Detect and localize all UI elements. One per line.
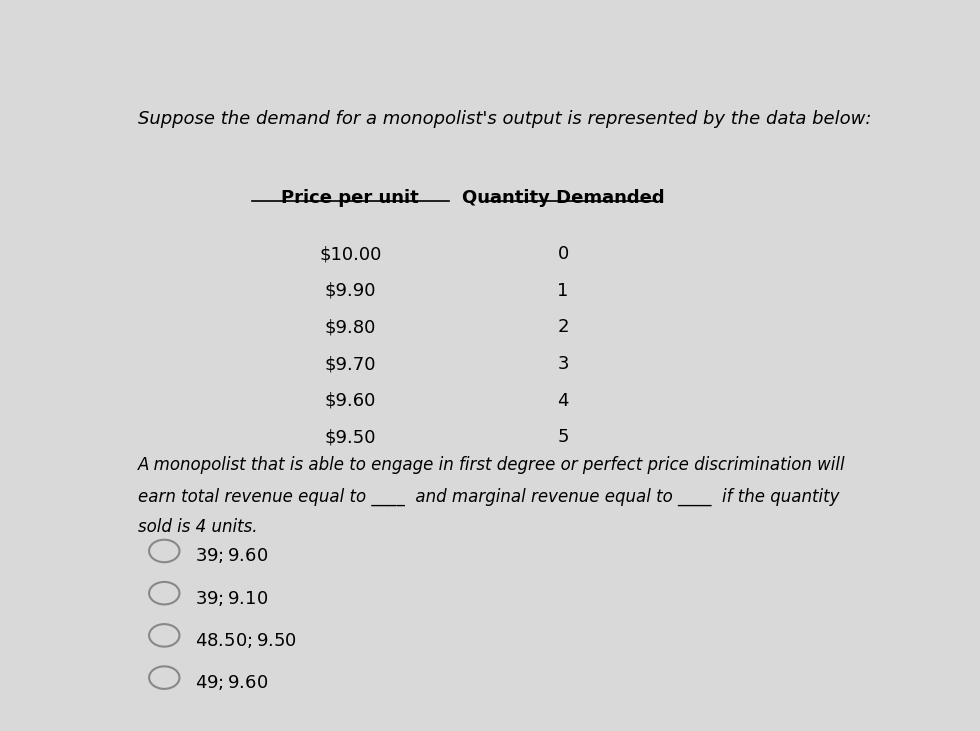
Text: $9.70: $9.70	[324, 355, 376, 373]
Text: 3: 3	[558, 355, 568, 373]
Text: $9.60: $9.60	[324, 392, 376, 409]
Text: Suppose the demand for a monopolist's output is represented by the data below:: Suppose the demand for a monopolist's ou…	[137, 110, 871, 128]
Text: $9.80: $9.80	[324, 319, 376, 336]
Text: 2: 2	[558, 319, 568, 336]
Text: 5: 5	[558, 428, 568, 446]
Text: Quantity Demanded: Quantity Demanded	[462, 189, 664, 207]
Text: $39; $9.60: $39; $9.60	[195, 547, 268, 566]
Text: 0: 0	[558, 246, 568, 263]
Text: 4: 4	[558, 392, 568, 409]
Text: earn total revenue equal to ____  and marginal revenue equal to ____  if the qua: earn total revenue equal to ____ and mar…	[137, 488, 839, 506]
Text: 1: 1	[558, 282, 568, 300]
Text: $39; $9.10: $39; $9.10	[195, 588, 268, 607]
Text: Price per unit: Price per unit	[281, 189, 419, 207]
Text: $49; $9.60: $49; $9.60	[195, 673, 268, 692]
Text: $9.50: $9.50	[324, 428, 376, 446]
Text: $10.00: $10.00	[319, 246, 381, 263]
Text: $9.90: $9.90	[324, 282, 376, 300]
Text: sold is 4 units.: sold is 4 units.	[137, 518, 257, 537]
Text: $48.50; $9.50: $48.50; $9.50	[195, 631, 297, 650]
Text: A monopolist that is able to engage in first degree or perfect price discriminat: A monopolist that is able to engage in f…	[137, 456, 846, 474]
